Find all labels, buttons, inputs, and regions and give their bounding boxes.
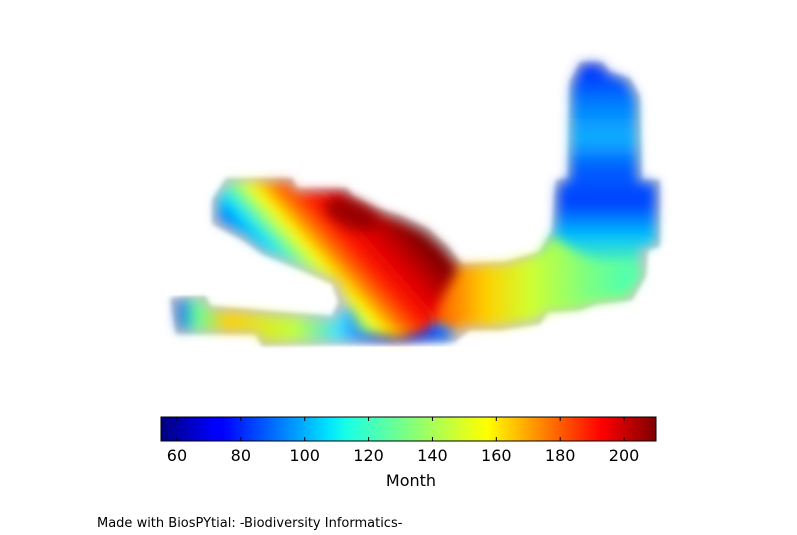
colorbar-ticks (176, 417, 625, 441)
colorbar-axis-label: Month (385, 471, 437, 490)
colorbar-tick-label: 180 (544, 446, 576, 465)
colorbar-gradient (161, 417, 656, 441)
colorbar-tick-label: 100 (289, 446, 320, 465)
map-middle-body (410, 236, 640, 330)
colorbar-tick-label: 120 (353, 446, 384, 465)
map-left-lobe (218, 182, 458, 340)
credit-footer: Made with BiosPYtial: -Biodiversity Info… (97, 516, 403, 531)
colorbar-tick-label: 60 (166, 446, 188, 465)
colorbar-tick-label: 200 (608, 446, 640, 465)
colorbar-tick-label: 160 (481, 446, 512, 465)
colorbar-tick-label: 80 (230, 446, 251, 465)
colorbar-tick-label: 140 (417, 446, 448, 465)
colorbar-frame (160, 416, 657, 442)
colorbar (160, 416, 657, 442)
map-peak-core (325, 197, 379, 231)
